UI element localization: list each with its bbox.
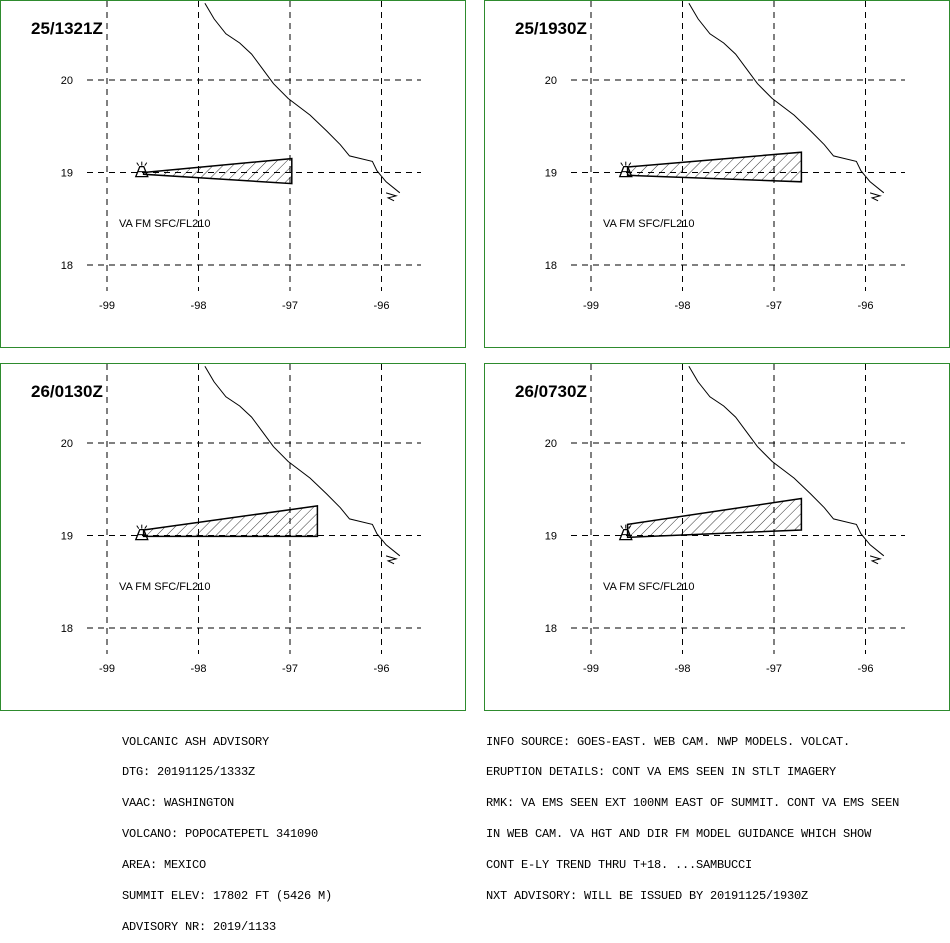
volcano-cone xyxy=(618,165,633,178)
advisory-line: ERUPTION DETAILS: CONT VA EMS SEEN IN ST… xyxy=(486,765,837,780)
latitude-tick-label: 18 xyxy=(61,260,73,272)
forecast-panel-4: 26/0730Z -99 -98 -97 -96 20 19 18 VA FM SFC/FL2… xyxy=(484,363,950,711)
longitude-tick-label: -99 xyxy=(99,663,115,675)
longitude-tick-label: -96 xyxy=(858,300,874,312)
panel-time-label: 25/1321Z xyxy=(31,19,103,38)
volcano-eruption-marks xyxy=(620,161,632,166)
forecast-panel-2: 25/1930Z -99 -98 -97 -96 20 19 18 VA FM SFC/FL2… xyxy=(484,0,950,348)
map-canvas: -99 -98 -97 -96 20 19 18 VA FM SFC/FL210 xyxy=(61,1,421,312)
coastline-inlet xyxy=(385,555,398,565)
forecast-panel-1: 25/1321Z -99 -98 -97 -96 20 19 18 VA FM SFC/FL2… xyxy=(0,0,466,348)
volcano-eruption-marks xyxy=(136,161,148,166)
advisory-line: VOLCANO: POPOCATEPETL 341090 xyxy=(122,827,319,842)
va-level-label: VA FM SFC/FL210 xyxy=(603,218,695,230)
coastline-inlet xyxy=(869,192,882,202)
volcano-eruption-marks xyxy=(620,524,632,529)
latitude-tick-label: 18 xyxy=(545,623,557,635)
advisory-line: CONT E-LY TREND THRU T+18. ...SAMBUCCI xyxy=(486,858,753,873)
latitude-tick-label: 19 xyxy=(545,168,557,180)
advisory-line: IN WEB CAM. VA HGT AND DIR FM MODEL GUID… xyxy=(486,827,872,842)
latitude-tick-label: 20 xyxy=(61,75,73,87)
volcano-icon xyxy=(134,161,149,178)
ash-plume-polygon xyxy=(626,497,803,539)
longitude-tick-label: -97 xyxy=(766,300,782,312)
advisory-line: DTG: 20191125/1333Z xyxy=(122,765,256,780)
latitude-tick-label: 18 xyxy=(61,623,73,635)
longitude-tick-label: -96 xyxy=(374,663,390,675)
va-level-label: VA FM SFC/FL210 xyxy=(603,581,695,593)
latitude-tick-label: 20 xyxy=(545,75,557,87)
panel-time-label: 26/0730Z xyxy=(515,382,587,401)
longitude-tick-label: -96 xyxy=(374,300,390,312)
longitude-tick-label: -96 xyxy=(858,663,874,675)
advisory-line: ADVISORY NR: 2019/1133 xyxy=(122,919,277,934)
coastline-inlet xyxy=(869,555,882,565)
latitude-tick-label: 19 xyxy=(61,531,73,543)
map-canvas: -99 -98 -97 -96 20 19 18 VA FM SFC/FL210 xyxy=(545,364,905,675)
advisory-line: NXT ADVISORY: WILL BE ISSUED BY 20191125… xyxy=(486,889,809,904)
coastline xyxy=(688,365,885,557)
advisory-line: AREA: MEXICO xyxy=(122,858,207,873)
longitude-tick-label: -98 xyxy=(191,300,207,312)
ash-plume-polygon xyxy=(142,505,319,538)
panel-time-label: 25/1930Z xyxy=(515,19,587,38)
advisory-header-block: VOLCANIC ASH ADVISORY DTG: 20191125/1333… xyxy=(122,716,332,943)
coastline xyxy=(204,2,401,194)
volcano-icon xyxy=(618,161,633,178)
longitude-tick-label: -99 xyxy=(99,300,115,312)
advisory-line: VAAC: WASHINGTON xyxy=(122,796,235,811)
longitude-tick-label: -99 xyxy=(583,663,599,675)
volcano-cone xyxy=(618,528,633,541)
volcano-icon xyxy=(134,524,149,541)
va-level-label: VA FM SFC/FL210 xyxy=(119,218,211,230)
advisory-remarks-block: INFO SOURCE: GOES-EAST. WEB CAM. NWP MOD… xyxy=(486,716,899,912)
va-level-label: VA FM SFC/FL210 xyxy=(119,581,211,593)
longitude-tick-label: -98 xyxy=(675,663,691,675)
volcano-eruption-marks xyxy=(136,524,148,529)
ash-plume-polygon xyxy=(142,157,293,185)
map-canvas: -99 -98 -97 -96 20 19 18 VA FM SFC/FL210 xyxy=(61,364,421,675)
latitude-tick-label: 20 xyxy=(545,438,557,450)
longitude-tick-label: -98 xyxy=(191,663,207,675)
ash-plume-polygon xyxy=(626,151,803,183)
forecast-panel-3: 26/0130Z -99 -98 -97 -96 20 19 18 VA FM SFC/FL2… xyxy=(0,363,466,711)
longitude-tick-label: -97 xyxy=(282,663,298,675)
panel-time-label: 26/0130Z xyxy=(31,382,103,401)
volcano-icon xyxy=(618,524,633,541)
longitude-tick-label: -97 xyxy=(282,300,298,312)
latitude-tick-label: 20 xyxy=(61,438,73,450)
coastline-inlet xyxy=(385,192,398,202)
advisory-line: RMK: VA EMS SEEN EXT 100NM EAST OF SUMMI… xyxy=(486,796,900,811)
longitude-tick-label: -98 xyxy=(675,300,691,312)
volcano-cone xyxy=(134,528,149,541)
advisory-line: INFO SOURCE: GOES-EAST. WEB CAM. NWP MOD… xyxy=(486,734,851,749)
map-canvas: -99 -98 -97 -96 20 19 18 VA FM SFC/FL210 xyxy=(545,1,905,312)
latitude-tick-label: 19 xyxy=(545,531,557,543)
longitude-tick-label: -99 xyxy=(583,300,599,312)
coastline xyxy=(688,2,885,194)
advisory-line: VOLCANIC ASH ADVISORY xyxy=(122,734,270,749)
longitude-tick-label: -97 xyxy=(766,663,782,675)
volcano-cone xyxy=(134,165,149,178)
advisory-line: SUMMIT ELEV: 17802 FT (5426 M) xyxy=(122,889,333,904)
latitude-tick-label: 18 xyxy=(545,260,557,272)
coastline xyxy=(204,365,401,557)
latitude-tick-label: 19 xyxy=(61,168,73,180)
